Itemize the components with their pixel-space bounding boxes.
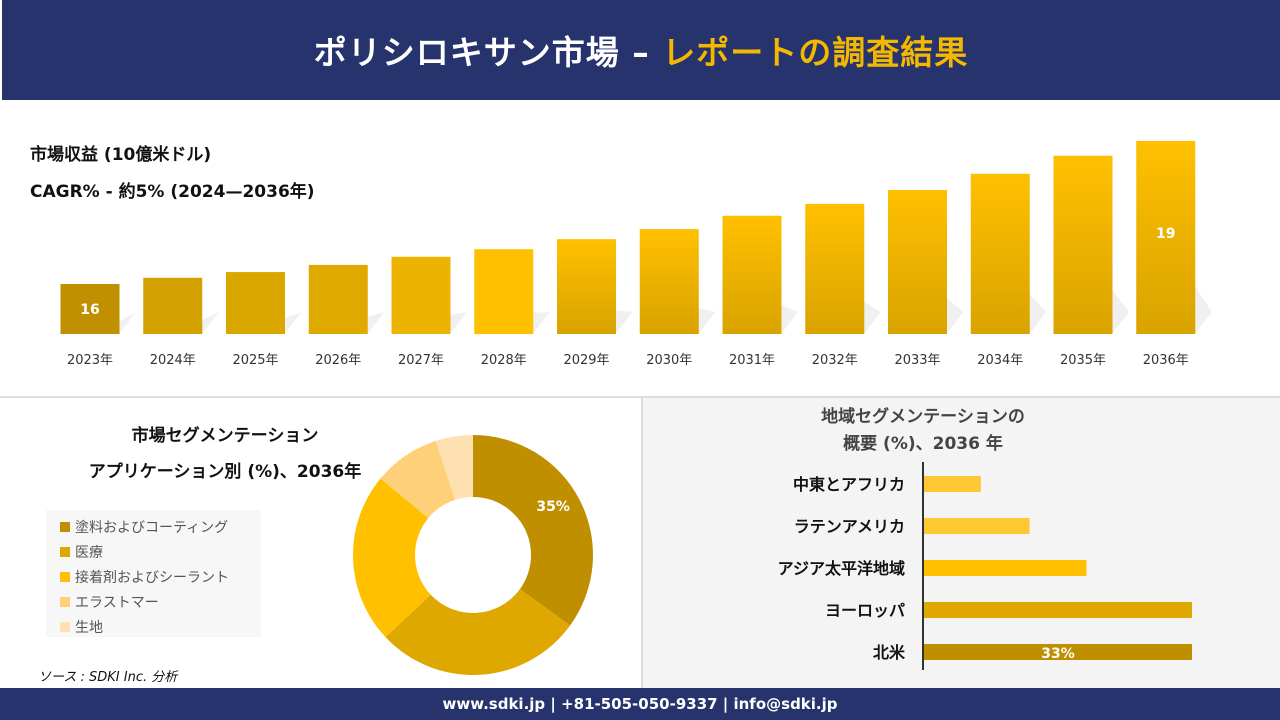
legend-swatch xyxy=(60,621,70,632)
title-main: ポリシロキサン市場 – xyxy=(313,33,650,72)
bar-shadow xyxy=(1194,285,1212,334)
donut-slice-0 xyxy=(473,435,593,626)
region-title-line1: 地域セグメンテーションの xyxy=(821,407,1025,427)
bar-2032年 xyxy=(805,203,865,334)
bar-2024年 xyxy=(143,277,203,334)
x-tick-label: 2023年 xyxy=(67,353,113,368)
data-label: 16 xyxy=(80,302,99,318)
segment-title: 市場セグメンテーションアプリケーション別 (%)、2036年 xyxy=(30,418,420,490)
bar-2023年 xyxy=(60,284,120,334)
bar-shadow xyxy=(367,312,385,334)
legend-swatch xyxy=(60,546,70,557)
bar-shadow xyxy=(615,310,633,334)
bar-shadow xyxy=(532,312,550,334)
bar-shadow xyxy=(119,312,136,334)
legend-swatch xyxy=(60,596,70,607)
y-tick-label: アジア太平洋地域 xyxy=(778,559,905,578)
bar-shadow xyxy=(284,312,302,334)
x-tick-label: 2025年 xyxy=(232,353,278,368)
bar-2033年 xyxy=(888,190,947,334)
legend-label: エラストマー xyxy=(75,594,159,611)
x-tick-label: 2028年 xyxy=(481,353,527,368)
legend-swatch xyxy=(60,521,70,532)
bar-2036年 xyxy=(1136,140,1196,334)
donut-slice-4 xyxy=(435,435,473,500)
legend-item: 医療 xyxy=(60,539,261,564)
x-tick-label: 2027年 xyxy=(398,353,444,368)
x-tick-label: 2024年 xyxy=(150,353,196,368)
region-segment-panel: 中東とアフリカ ラテンアメリカアジア太平洋地域ヨーロッパ北米 33% 地域セグメンテ… xyxy=(641,398,1280,688)
x-tick-label: 2026年 xyxy=(315,353,361,368)
bar-2035年 xyxy=(1053,155,1113,334)
application-segment-panel: 市場セグメンテーションアプリケーション別 (%)、2036年 塗料およびコーティ… xyxy=(0,398,640,688)
donut-slice-1 xyxy=(385,589,571,675)
x-tick-label: 2029年 xyxy=(563,353,609,368)
legend-label: 生地 xyxy=(75,619,103,636)
data-label: 19 xyxy=(1156,226,1175,242)
legend-item: 生地 xyxy=(60,614,261,639)
x-tick-label: 2032年 xyxy=(812,353,858,368)
legend-item: 接着剤およびシーラント xyxy=(60,564,261,589)
application-donut-chart: 35% xyxy=(353,435,593,675)
bar-ヨーロッパ xyxy=(924,602,1192,618)
bar-shadow xyxy=(781,304,798,334)
legend-item: エラストマー xyxy=(60,589,261,614)
bar-アジア太平洋地域 xyxy=(924,560,1087,576)
revenue-label: 市場収益 (10億米ドル) xyxy=(30,145,212,165)
bar-shadow xyxy=(946,298,964,334)
x-tick-label: 2034年 xyxy=(977,353,1023,368)
page-header: ポリシロキサン市場 – レポートの調査結果 xyxy=(2,0,1280,100)
slice-label: 35% xyxy=(536,499,570,515)
bar-2028年 xyxy=(474,249,534,334)
bar-shadow xyxy=(698,307,716,334)
title-accent: レポートの調査結果 xyxy=(662,33,969,72)
data-label: 33% xyxy=(1041,646,1075,662)
bar-shadow xyxy=(201,312,219,334)
footer-contact: www.sdki.jp | +81-505-050-9337 | info@sd… xyxy=(0,688,1280,720)
x-tick-label: 2033年 xyxy=(894,353,940,368)
region-title: 地域セグメンテーションの 概要 (%)、2036 年 xyxy=(763,404,1083,458)
donut-legend: 塗料およびコーティング 医療接着剤およびシーラント エラストマー 生地 xyxy=(46,510,261,637)
bar-2027年 xyxy=(391,256,451,334)
x-tick-label: 2031年 xyxy=(729,353,775,368)
bar-2030年 xyxy=(639,229,699,334)
y-tick-label: ラテンアメリカ xyxy=(794,517,905,536)
x-tick-label: 2036年 xyxy=(1143,353,1189,368)
bar-北米 xyxy=(924,644,1192,660)
y-tick-label: 中東とアフリカ xyxy=(793,475,905,494)
donut-slice-3 xyxy=(380,440,456,519)
bar-2025年 xyxy=(226,272,285,334)
bar-shadow xyxy=(1112,289,1129,334)
legend-label: 医療 xyxy=(75,544,103,561)
x-tick-label: 2030年 xyxy=(646,353,692,368)
bar-shadow xyxy=(863,301,881,334)
segment-title-line1: 市場セグメンテーション xyxy=(131,426,319,446)
bar-shadow xyxy=(1029,293,1047,334)
bar-2026年 xyxy=(308,264,368,334)
source-note: ソース : SDKI Inc. 分析 xyxy=(38,670,178,685)
bar-2031年 xyxy=(722,215,782,334)
revenue-bar-chart: 2023年 16 2024年 2025年 2026年 2027年 2028年 2029年 203… xyxy=(60,140,1212,368)
legend-label: 接着剤およびシーラント xyxy=(75,569,229,586)
legend-item: 塗料およびコーティング xyxy=(60,514,261,539)
legend-label: 塗料およびコーティング xyxy=(75,519,229,536)
bar-中東とアフリカ xyxy=(924,476,981,492)
region-title-line2: 概要 (%)、2036 年 xyxy=(843,434,1003,454)
legend-swatch xyxy=(60,571,70,582)
divider xyxy=(0,396,1280,398)
donut-slice-2 xyxy=(353,478,431,638)
x-tick-label: 2035年 xyxy=(1060,353,1106,368)
y-tick-label: ヨーロッパ xyxy=(825,601,905,620)
y-tick-label: 北米 xyxy=(873,643,906,662)
bar-shadow xyxy=(450,312,467,334)
bar-2034年 xyxy=(970,173,1030,334)
bar-ラテンアメリカ xyxy=(924,518,1030,534)
cagr-label: CAGR% - 約5% (2024—2036年) xyxy=(30,182,315,202)
segment-title-line2: アプリケーション別 (%)、2036年 xyxy=(88,462,362,482)
bar-2029年 xyxy=(557,239,616,334)
